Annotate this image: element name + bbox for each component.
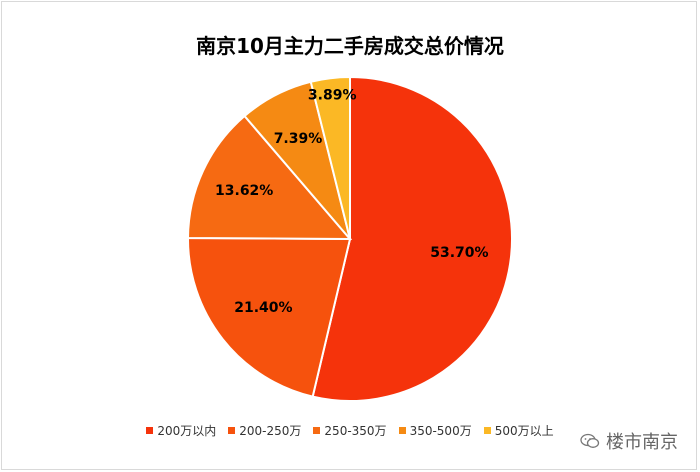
slice-label-0: 53.70% <box>430 245 488 261</box>
legend-label-2: 250-350万 <box>324 424 387 438</box>
legend: 200万以内 200-250万 250-350万 350-500万 500万以上 <box>0 422 700 439</box>
legend-swatch-2 <box>313 427 321 434</box>
legend-item-0: 200万以内 <box>146 422 216 439</box>
legend-swatch-4 <box>483 427 491 434</box>
legend-item-2: 250-350万 <box>313 422 387 439</box>
pie-slice-1 <box>187 236 352 398</box>
watermark-text: 楼市南京 <box>606 432 678 453</box>
pie-slice-2 <box>186 114 353 241</box>
legend-item-4: 500万以上 <box>483 422 554 439</box>
legend-swatch-1 <box>228 427 236 434</box>
slice-label-4: 3.89% <box>308 87 357 103</box>
pie-slice-4 <box>309 75 351 240</box>
legend-swatch-3 <box>398 427 406 434</box>
legend-label-4: 500万以上 <box>494 424 554 438</box>
chart-title: 南京10月主力二手房成交总价情况 <box>196 34 504 58</box>
slice-label-1: 21.40% <box>234 300 292 316</box>
legend-label-1: 200-250万 <box>239 424 302 438</box>
slice-label-2: 13.62% <box>215 183 273 199</box>
slice-label-3: 7.39% <box>274 131 323 147</box>
legend-item-1: 200-250万 <box>228 422 301 439</box>
legend-label-3: 350-500万 <box>409 424 472 438</box>
pie-slice-0 <box>311 75 513 402</box>
watermark: 楼市南京 <box>580 428 678 454</box>
legend-swatch-0 <box>146 427 154 434</box>
legend-item-3: 350-500万 <box>398 422 472 439</box>
wechat-icon <box>580 433 600 449</box>
legend-label-0: 200万以内 <box>157 424 217 438</box>
